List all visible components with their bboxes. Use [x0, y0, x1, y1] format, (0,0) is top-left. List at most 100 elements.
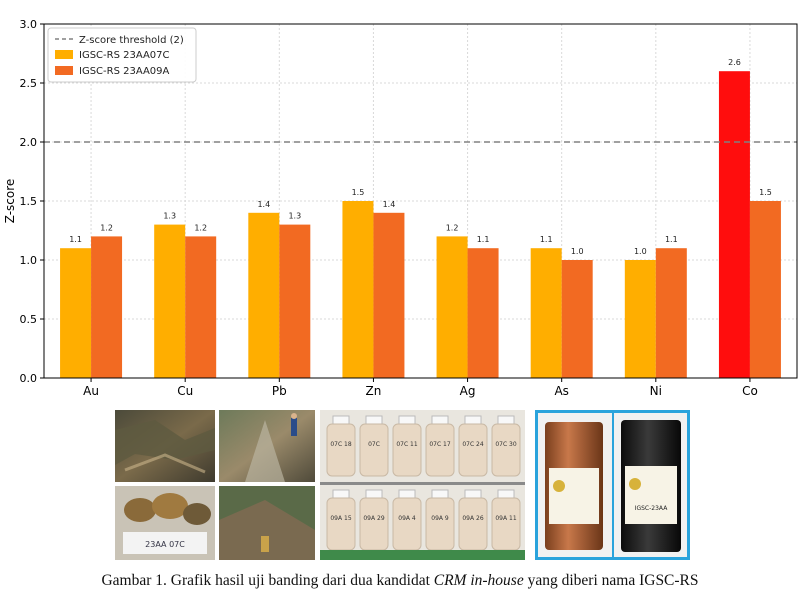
bar-series2: [91, 236, 123, 378]
hillside-photo: [219, 486, 315, 560]
y-axis-label: Z-score: [3, 179, 17, 224]
x-tick-label: As: [554, 384, 568, 398]
zscore-bar-chart: 1.1 1.3 1.4 1.5 1.2 1.1 1.0 2.6 1.2 1.2 1.3 1.4 1.1 1…: [3, 18, 798, 398]
bar-series1: [624, 260, 656, 378]
bar-value-label: 1.0: [634, 247, 647, 256]
bar-value-label: 1.2: [446, 223, 459, 232]
y-tick-label: 2.5: [20, 77, 38, 90]
bottle-label: 07C 24: [462, 441, 484, 448]
photo-collage: 23AA 07C 07C 18 07C 07C 11 07C 17 07C 24 07C …: [115, 410, 690, 560]
sample-bottle: [458, 497, 488, 551]
sample-bottle: [392, 497, 422, 551]
bar-series1: [60, 248, 92, 378]
svg-text:23AA 07C: 23AA 07C: [145, 540, 185, 549]
sample-bottle: [491, 423, 521, 477]
sample-bottles-photo: 07C 18 07C 07C 11 07C 17 07C 24 07C 30 09A 15…: [320, 410, 525, 560]
bar-series1: [154, 224, 186, 378]
bottle-label: 07C 18: [330, 441, 352, 448]
bar-series1: [718, 71, 750, 378]
bottle-label: 09A 11: [495, 515, 516, 522]
rock-samples-photo: 23AA 07C: [115, 486, 215, 560]
bar-series2: [561, 260, 593, 378]
bar-value-label: 1.4: [257, 200, 270, 209]
bottle-cap: [365, 415, 383, 425]
bar-series2: [185, 236, 217, 378]
legend-box: [47, 27, 197, 83]
y-tick-label: 3.0: [20, 18, 38, 31]
rock-outcrop-photo: [115, 410, 215, 482]
bar-value-label: 1.5: [759, 188, 772, 197]
bar-value-label: 1.5: [352, 188, 365, 197]
sample-bottle: [425, 497, 455, 551]
bar-value-label: 1.3: [288, 212, 301, 221]
bottle-cap: [497, 415, 515, 425]
legend-swatch: [55, 50, 73, 59]
bottle-cap: [365, 489, 383, 499]
bar-value-label: 2.6: [728, 58, 741, 67]
bar-value-label: 1.1: [477, 235, 490, 244]
sample-bottle: [359, 423, 389, 477]
bottle-label: 09A 26: [462, 515, 483, 522]
bar-value-label: 1.1: [69, 235, 82, 244]
bottle-cap: [332, 415, 350, 425]
sample-bottle: [326, 497, 356, 551]
bottle-cap: [398, 415, 416, 425]
bar-series2: [655, 248, 687, 378]
bar-series1: [342, 201, 374, 378]
legend-swatch: [55, 66, 73, 75]
bar-value-label: 1.2: [100, 223, 113, 232]
legend-threshold-label: Z-score threshold (2): [79, 35, 184, 46]
bottle-label: 07C 11: [396, 441, 418, 448]
bottle-label: 09A 4: [398, 515, 416, 522]
y-tick-label: 0.5: [20, 313, 38, 326]
x-tick-label: Co: [742, 384, 758, 398]
sample-bottle: [392, 423, 422, 477]
sample-bottle: [326, 423, 356, 477]
bottle-cap: [431, 489, 449, 499]
bottle-cap: [332, 489, 350, 499]
caption-suffix: yang diberi nama IGSC-RS: [523, 572, 699, 589]
bar-value-label: 1.1: [665, 235, 678, 244]
bottle-cap: [431, 415, 449, 425]
x-tick-label: Pb: [272, 384, 287, 398]
bar-value-label: 1.3: [163, 212, 176, 221]
bar-value-label: 1.1: [540, 235, 553, 244]
bar-value-label: 1.0: [571, 247, 584, 256]
bottle-cap: [464, 489, 482, 499]
crm-container-photo: IGSC-23AA: [535, 410, 690, 560]
bottle-label: 07C 17: [429, 441, 451, 448]
y-tick-label: 2.0: [20, 136, 38, 149]
bottle-label: 07C: [368, 441, 380, 448]
bar-series1: [248, 212, 280, 378]
x-tick-label: Zn: [366, 384, 382, 398]
bottle-label: 09A 15: [330, 515, 351, 522]
x-tick-label: Cu: [177, 384, 193, 398]
x-tick-label: Ag: [460, 384, 476, 398]
y-tick-label: 0.0: [20, 372, 38, 385]
bar-value-label: 1.2: [194, 223, 207, 232]
sample-bottle: [491, 497, 521, 551]
bar-series2: [279, 224, 311, 378]
bar-series2: [467, 248, 499, 378]
bottle-cap: [497, 489, 515, 499]
x-tick-label: Ni: [650, 384, 662, 398]
sample-bottle: [458, 423, 488, 477]
x-tick-label: Au: [83, 384, 99, 398]
legend-series-label: IGSC-RS 23AA07C: [79, 50, 170, 61]
sample-bottle: [359, 497, 389, 551]
bar-series1: [530, 248, 562, 378]
bottle-label: 07C 30: [495, 441, 517, 448]
bar-value-label: 1.4: [383, 200, 396, 209]
bar-series2: [373, 212, 405, 378]
bottle-cap: [398, 489, 416, 499]
bottle-label: 09A 9: [431, 515, 449, 522]
bar-series2: [749, 201, 781, 378]
sample-bottle: [425, 423, 455, 477]
figure-caption: Gambar 1. Grafik hasil uji banding dari …: [0, 572, 800, 590]
bottle-cap: [464, 415, 482, 425]
field-sampling-photo: [219, 410, 315, 482]
y-tick-label: 1.5: [20, 195, 38, 208]
bottle-label: 09A 29: [363, 515, 384, 522]
bar-series1: [436, 236, 468, 378]
